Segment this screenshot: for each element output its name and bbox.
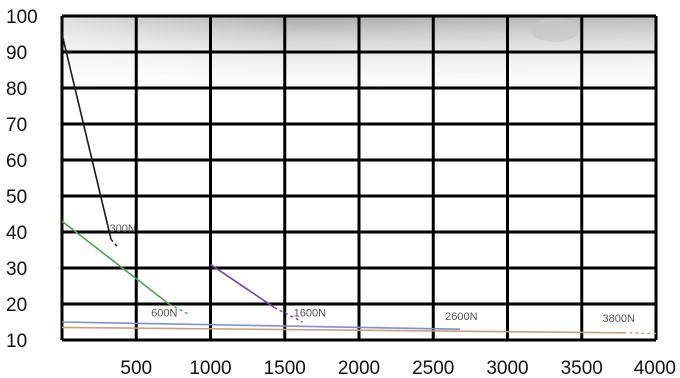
series-line-600n xyxy=(61,220,170,305)
series-label-300n: 300N xyxy=(110,223,136,235)
x-tick-label: 500 xyxy=(120,358,152,378)
x-tick-label: 1500 xyxy=(264,358,306,378)
series-label-2600n: 2600N xyxy=(445,311,477,323)
y-tick-label: 100 xyxy=(6,7,38,28)
series-line-300n xyxy=(61,33,112,240)
series-lines xyxy=(61,33,657,335)
y-axis-ticks: 10 20 30 40 50 60 70 80 90 100 xyxy=(6,7,38,352)
x-tick-label: 3500 xyxy=(561,358,603,378)
grid xyxy=(60,14,658,342)
series-tail-3800n xyxy=(623,332,657,335)
series-line-3800n xyxy=(61,326,624,334)
series-tail-1600n xyxy=(274,306,303,323)
series-label-1600n: 1600N xyxy=(294,308,326,320)
series-line-1600n xyxy=(210,263,275,309)
y-tick-label: 90 xyxy=(6,43,27,64)
x-tick-label: 2500 xyxy=(412,358,454,378)
series-line-2600n xyxy=(61,321,460,330)
y-tick-label: 80 xyxy=(6,79,27,100)
y-tick-label: 60 xyxy=(6,151,27,172)
y-tick-label: 20 xyxy=(6,295,27,316)
y-tick-label: 70 xyxy=(6,115,27,136)
series-tail-300n xyxy=(110,238,118,247)
y-tick-label: 50 xyxy=(6,187,27,208)
series-tail-600n xyxy=(168,303,191,316)
x-tick-label: 3000 xyxy=(486,358,528,378)
y-tick-label: 10 xyxy=(6,331,27,352)
y-tick-label: 40 xyxy=(6,223,27,244)
x-tick-label: 2000 xyxy=(338,358,380,378)
y-tick-label: 30 xyxy=(6,259,27,280)
series-label-3800n: 3800N xyxy=(603,313,635,325)
x-tick-label: 1000 xyxy=(189,358,231,378)
x-axis-ticks: 500 1000 1500 2000 2500 3000 3500 4000 xyxy=(120,358,676,378)
x-tick-label: 4000 xyxy=(634,358,676,378)
series-label-600n: 600N xyxy=(151,308,177,320)
series-labels: 300N 600N 1600N 2600N 3800N xyxy=(110,223,635,325)
